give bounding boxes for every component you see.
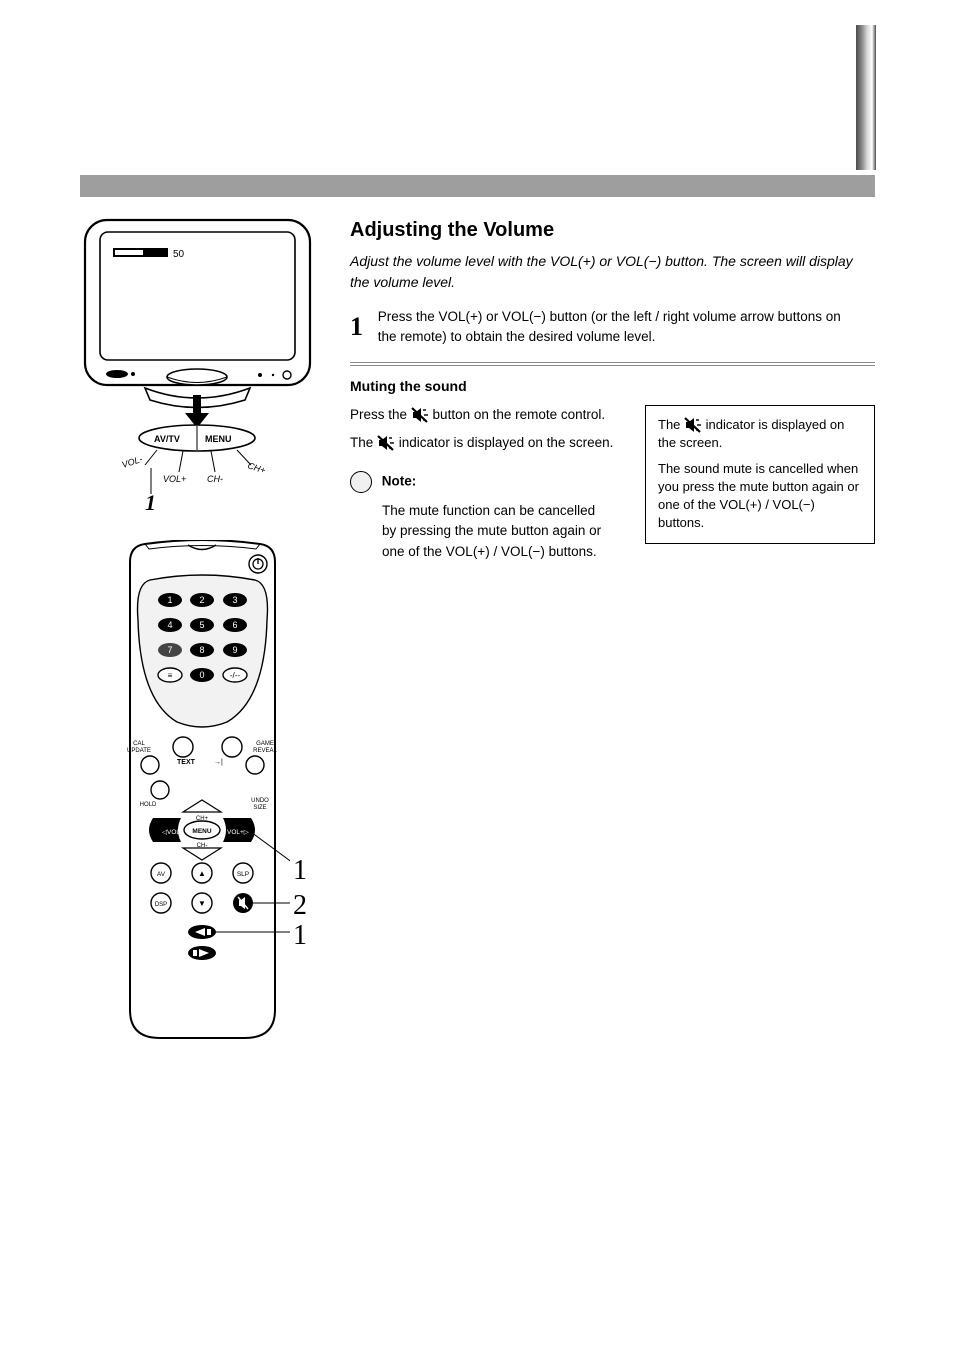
svg-text:1: 1 [167,595,172,605]
mute-icon [684,417,702,433]
tv-btn-ch-minus: CH- [207,474,223,484]
svg-text:UPDATE: UPDATE [127,748,151,754]
section-bar [80,175,875,197]
tv-diagram: 50 AV/TV MENU VOL- VOL+ CH- CH+ 1 [75,210,320,515]
mute-line-1: Press the button on the remote control. [350,405,625,425]
info-box: The indicator is displayed on the screen… [645,405,875,544]
tv-btn-avtv: AV/TV [154,434,180,444]
svg-text:HOLD: HOLD [140,802,157,808]
svg-text:▼: ▼ [198,899,206,908]
tv-btn-ch-plus: CH+ [246,460,266,475]
osd-value: 50 [173,249,185,260]
svg-text:MENU: MENU [192,828,211,835]
note-block: Note: [350,471,625,493]
step-1-number: 1 [350,307,374,346]
divider [350,362,875,366]
svg-text:4: 4 [167,620,172,630]
svg-text:AV: AV [157,871,166,878]
content-column: Adjusting the Volume Adjust the volume l… [350,215,875,570]
remote-callout-1b: 1 [293,920,307,952]
svg-text:TEXT: TEXT [177,759,196,766]
remote-callout-1a: 1 [293,855,307,887]
svg-text:CH-: CH- [197,843,208,849]
svg-text:VOL+▷: VOL+▷ [227,829,250,836]
mute-icon [377,435,395,451]
svg-text:→|: →| [214,759,223,766]
side-tab [856,25,876,170]
svg-text:9: 9 [232,645,237,655]
svg-text:2: 2 [199,595,204,605]
section-subhead: Adjust the volume level with the VOL(+) … [350,251,875,293]
section-heading: Adjusting the Volume [350,215,875,245]
step-1-body: Press the VOL(+) or VOL(−) button (or th… [378,307,858,348]
remote-diagram: 1 2 3 4 5 6 7 8 9 ≡ 0 -/-- CAL UPDATE TE… [115,540,290,1055]
mute-icon [411,407,429,423]
svg-text:5: 5 [199,620,204,630]
tv-callout-1: 1 [145,490,156,510]
note-body: The mute function can be cancelled by pr… [382,501,602,562]
svg-text:SIZE: SIZE [253,805,266,811]
svg-text:CAL: CAL [133,741,145,747]
svg-text:8: 8 [199,645,204,655]
svg-text:-/--: -/-- [230,671,241,680]
svg-text:≡: ≡ [168,671,173,680]
tv-btn-vol-minus: VOL- [121,454,144,470]
tv-btn-menu: MENU [205,434,232,444]
svg-text:GAME: GAME [256,741,274,747]
note-icon [350,471,372,493]
mute-heading: Muting the sound [350,376,875,397]
svg-text:3: 3 [232,595,237,605]
svg-text:REVEAL: REVEAL [253,748,277,754]
mute-line-2: The indicator is displayed on the screen… [350,433,625,453]
svg-text:◁VOL-: ◁VOL- [162,829,182,836]
svg-text:7: 7 [167,645,172,655]
remote-callout-2: 2 [293,890,307,922]
svg-text:DSP: DSP [155,902,167,908]
svg-text:0: 0 [199,670,204,680]
tv-btn-vol-plus: VOL+ [163,474,186,484]
svg-text:SLP: SLP [237,871,249,878]
svg-text:UNDO: UNDO [251,798,269,804]
svg-text:6: 6 [232,620,237,630]
svg-text:▲: ▲ [198,869,206,878]
